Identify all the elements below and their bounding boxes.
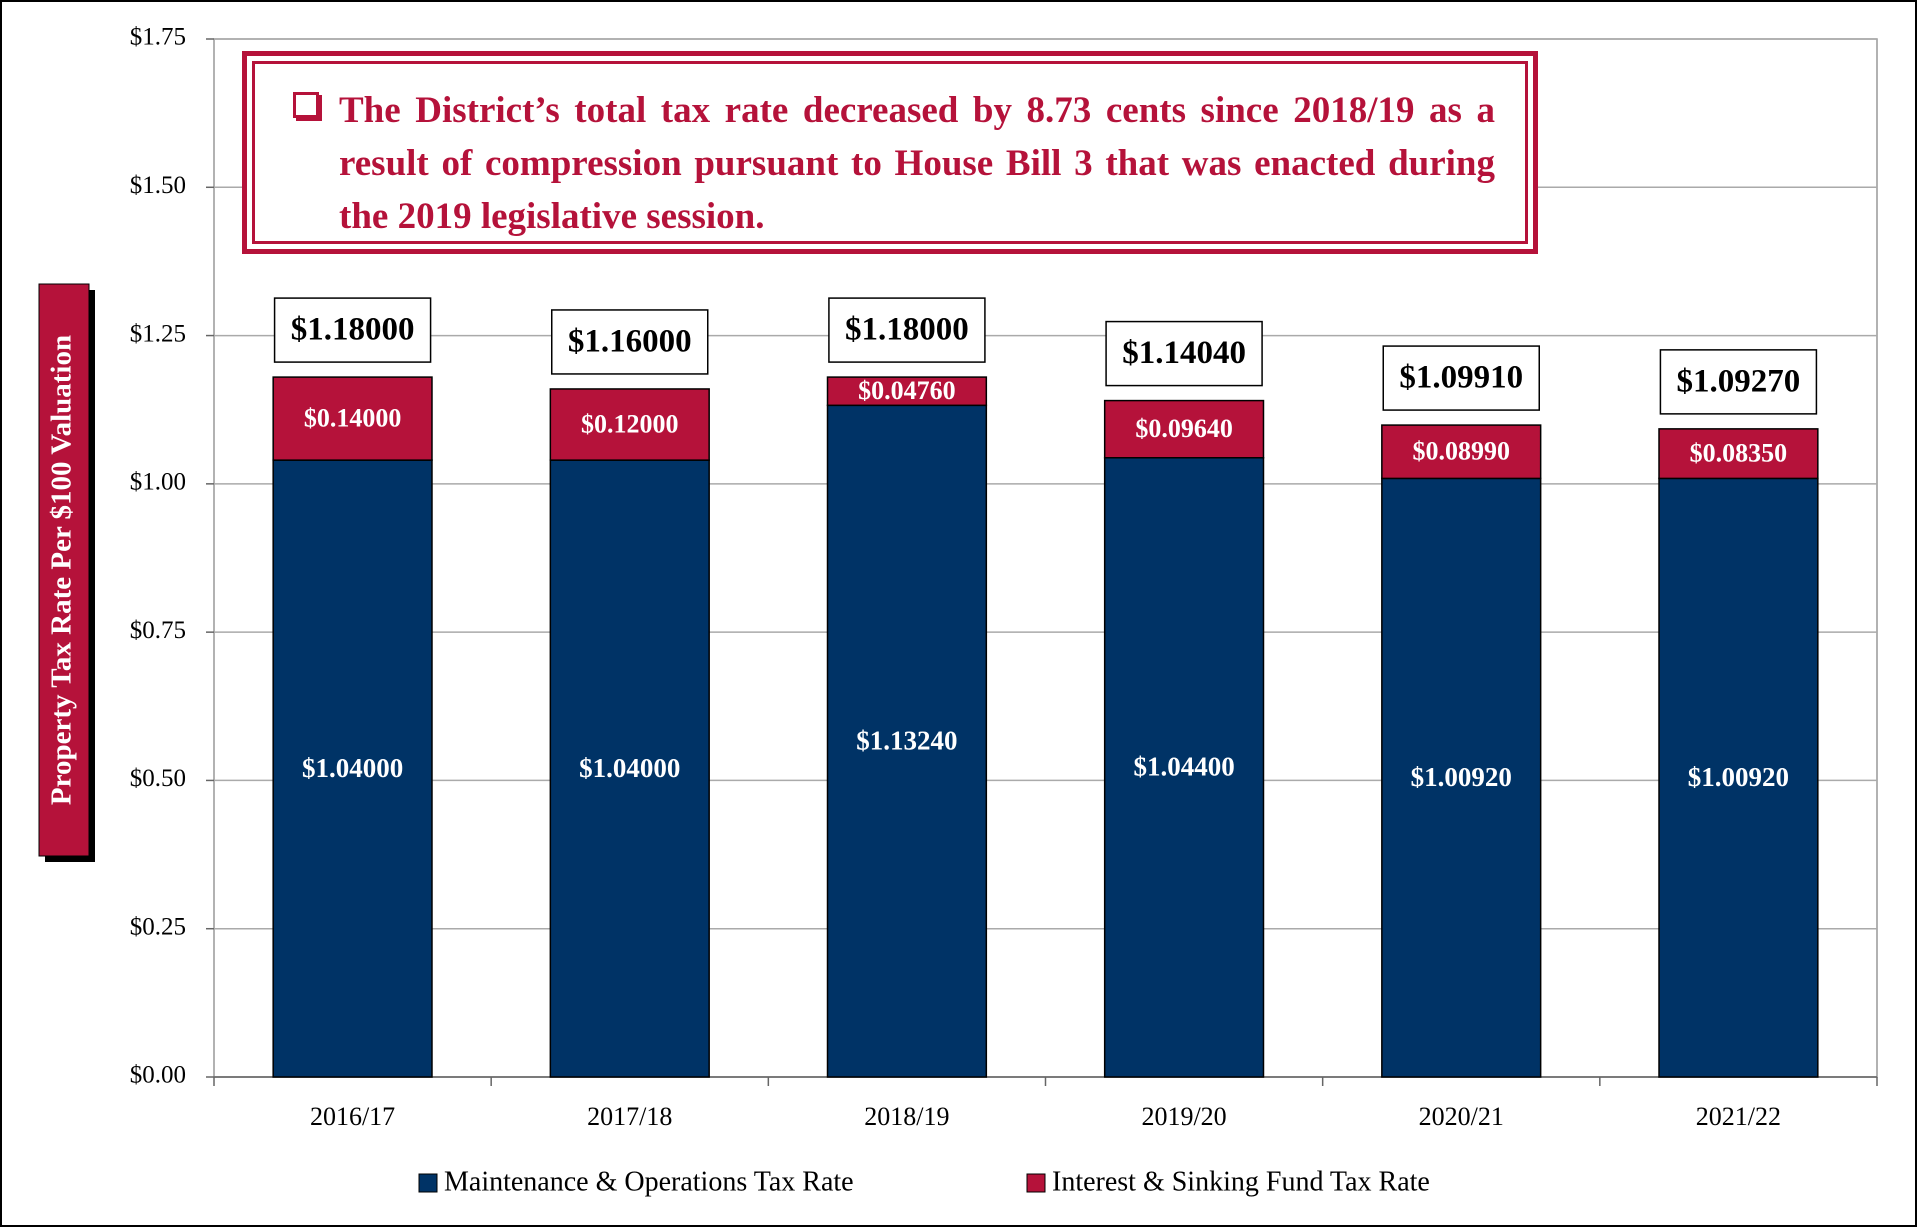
annotation-box: The District’s total tax rate decreased … [242,51,1538,254]
bar-segment [272,459,433,1078]
total-box [1659,349,1818,415]
bar-segment [1658,477,1819,1078]
bar-segment [826,376,988,407]
x-tick-label: 2018/19 [864,1102,949,1131]
value-label: $0.04760 [858,376,956,405]
y-tick-label: $1.50 [130,172,186,199]
total-box [1382,345,1540,411]
annotation: The District’s total tax rate decreased … [339,90,1495,237]
total-label: $1.09910 [1399,360,1523,396]
value-label: $1.04400 [1133,752,1234,782]
x-tick-label: 2016/17 [310,1102,395,1131]
legend-swatch [1026,1173,1046,1193]
value-label: $0.09640 [1135,414,1233,443]
annotation-inner: The District’s total tax rate decreased … [252,61,1528,244]
value-label: $1.13240 [856,725,957,755]
bar-segment [549,459,710,1078]
axis-label-box [38,283,90,857]
total-label: $1.14040 [1122,335,1246,371]
y-axis-label: Property Tax Rate Per $100 Valuation [46,335,78,805]
x-tick-label: 2020/21 [1419,1102,1504,1131]
total-label: $1.09270 [1677,363,1801,399]
bullet [293,92,319,118]
total-box [551,309,709,375]
y-tick-label: $0.75 [130,617,186,644]
total-box [1105,320,1263,387]
bar-segment [1381,424,1542,480]
value-label: $0.08350 [1690,439,1788,468]
value-label: $1.04000 [302,753,403,783]
value-label: $1.00920 [1411,762,1512,792]
x-tick-label: 2017/18 [587,1102,672,1131]
bar-segment [1103,457,1265,1078]
total-label: $1.18000 [291,312,415,348]
legend-swatch [418,1173,438,1193]
y-tick-label: $0.00 [130,1062,186,1089]
total-box [828,297,986,363]
legend-label: Maintenance & Operations Tax Rate [444,1166,854,1197]
bar-segment [272,376,433,461]
y-tick-label: $1.00 [130,469,186,496]
total-box [273,297,432,363]
y-tick-label: $0.25 [130,913,186,940]
total-label: $1.18000 [845,312,969,348]
x-tick-label: 2019/20 [1141,1102,1226,1131]
value-label: $1.00920 [1688,762,1789,792]
x-tick-label: 2021/22 [1696,1102,1781,1131]
y-tick-label: $1.25 [130,320,186,347]
y-tick-label: $1.75 [130,24,186,51]
y-tick-label: $0.50 [130,765,186,792]
value-label: $0.14000 [304,404,402,433]
bar-segment [1103,399,1265,459]
bar-segment [549,388,710,461]
bar-segment [1658,428,1819,480]
bar-segment [1381,477,1542,1078]
total-label: $1.16000 [568,324,692,360]
value-label: $1.04000 [579,753,680,783]
bar-segment [826,404,988,1078]
value-label: $0.12000 [581,410,679,439]
legend-label: Interest & Sinking Fund Tax Rate [1052,1166,1430,1197]
value-label: $0.08990 [1413,437,1511,466]
